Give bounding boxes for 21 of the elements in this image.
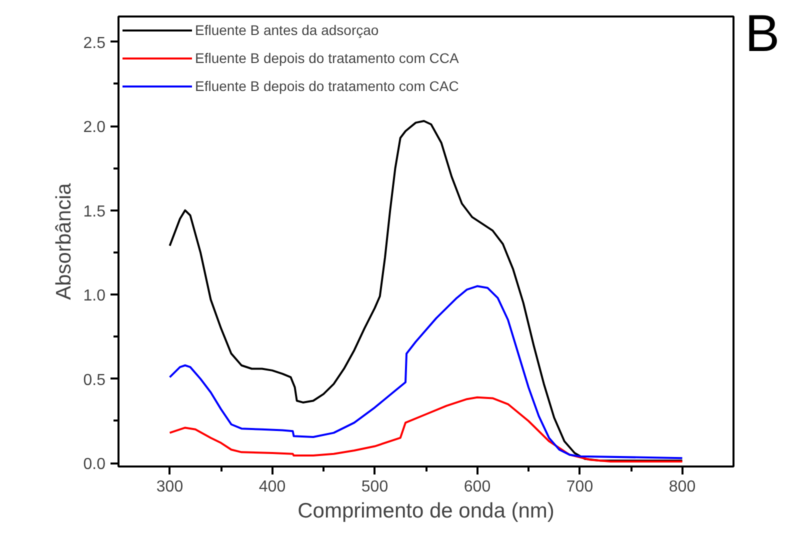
y-tick-label: 2.5 <box>83 34 106 52</box>
line-series <box>168 120 684 462</box>
legend-label: Efluente B depois do tratamento com CCA <box>195 50 459 66</box>
y-tick-label: 1.5 <box>83 203 106 220</box>
y-tick-label: 0.5 <box>83 372 106 389</box>
x-tick-label: 400 <box>258 478 286 496</box>
legend-label: Efluente B antes da adsorçao <box>195 22 379 38</box>
y-tick-label: 2.0 <box>83 119 106 136</box>
text: B <box>745 5 780 63</box>
x-tick-label: 500 <box>361 478 388 496</box>
line-series <box>168 285 684 460</box>
x-axis-title: Comprimento de onda (nm) <box>298 500 554 522</box>
x-tick-label: 300 <box>156 478 184 496</box>
y-axis-title: Absorbância <box>52 182 76 300</box>
y-tick-label: 0.0 <box>83 456 106 474</box>
x-tick-label: 600 <box>464 478 491 496</box>
x-tick-label: 700 <box>566 478 594 496</box>
y-tick-label: 1.0 <box>83 288 106 305</box>
legend-label: Efluente B depois do tratamento com CAC <box>195 78 459 94</box>
line-series <box>168 396 684 462</box>
x-tick-label: 800 <box>668 478 696 496</box>
